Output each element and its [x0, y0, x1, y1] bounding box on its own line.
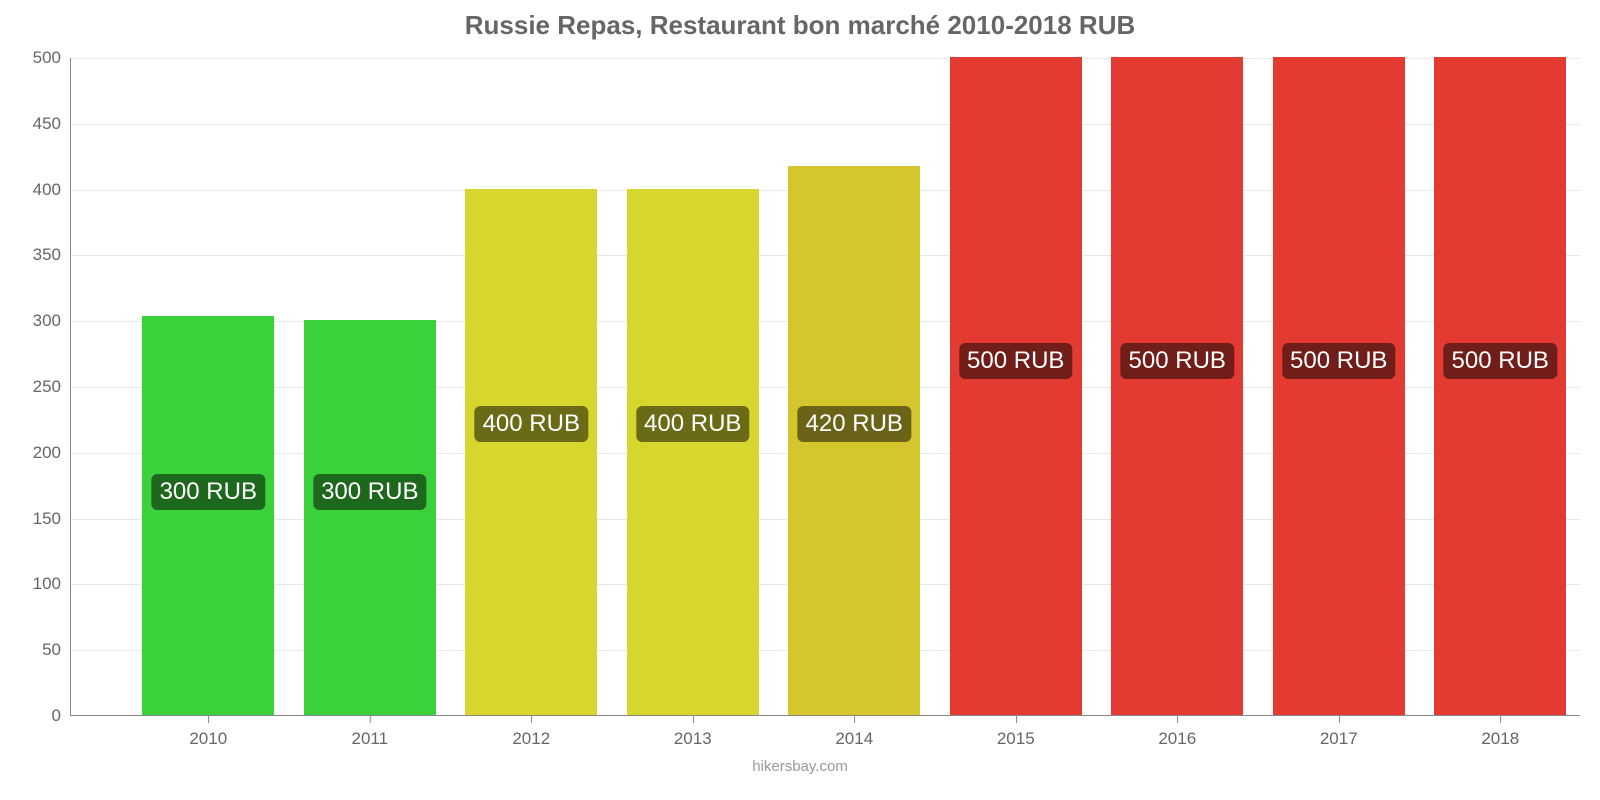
- y-tick-label: 100: [33, 574, 71, 594]
- x-tick-label: 2011: [351, 715, 388, 749]
- bar: [142, 316, 274, 715]
- bar-value-label: 500 RUB: [1121, 343, 1234, 379]
- chart-plot-area: 050100150200250300350400450500300 RUB201…: [70, 58, 1580, 716]
- y-tick-label: 500: [33, 48, 71, 68]
- chart-title: Russie Repas, Restaurant bon marché 2010…: [0, 10, 1600, 41]
- bar: [627, 189, 759, 715]
- bar: [465, 189, 597, 715]
- x-tick-label: 2014: [835, 715, 873, 749]
- bar-value-label: 500 RUB: [1444, 343, 1557, 379]
- x-tick-label: 2010: [189, 715, 227, 749]
- x-tick-label: 2017: [1320, 715, 1358, 749]
- footer-credit: hikersbay.com: [0, 758, 1600, 775]
- y-tick-label: 250: [33, 377, 71, 397]
- y-tick-label: 400: [33, 180, 71, 200]
- x-tick-label: 2016: [1158, 715, 1196, 749]
- bar-value-label: 500 RUB: [959, 343, 1072, 379]
- bar: [950, 57, 1082, 715]
- y-tick-label: 350: [33, 245, 71, 265]
- y-tick-label: 0: [52, 706, 71, 726]
- bar: [1111, 57, 1243, 715]
- bar-value-label: 300 RUB: [152, 474, 265, 510]
- bar-value-label: 500 RUB: [1282, 343, 1395, 379]
- x-tick-label: 2012: [512, 715, 550, 749]
- y-tick-label: 450: [33, 114, 71, 134]
- y-tick-label: 150: [33, 509, 71, 529]
- bar-value-label: 400 RUB: [636, 406, 749, 442]
- x-tick-label: 2013: [674, 715, 712, 749]
- bar-value-label: 300 RUB: [313, 474, 426, 510]
- y-tick-label: 200: [33, 443, 71, 463]
- y-tick-label: 50: [42, 640, 71, 660]
- bar: [304, 320, 436, 715]
- bar: [1434, 57, 1566, 715]
- bar-value-label: 400 RUB: [475, 406, 588, 442]
- bar-value-label: 420 RUB: [798, 406, 911, 442]
- y-tick-label: 300: [33, 311, 71, 331]
- x-tick-label: 2018: [1481, 715, 1519, 749]
- bar: [1273, 57, 1405, 715]
- x-tick-label: 2015: [997, 715, 1035, 749]
